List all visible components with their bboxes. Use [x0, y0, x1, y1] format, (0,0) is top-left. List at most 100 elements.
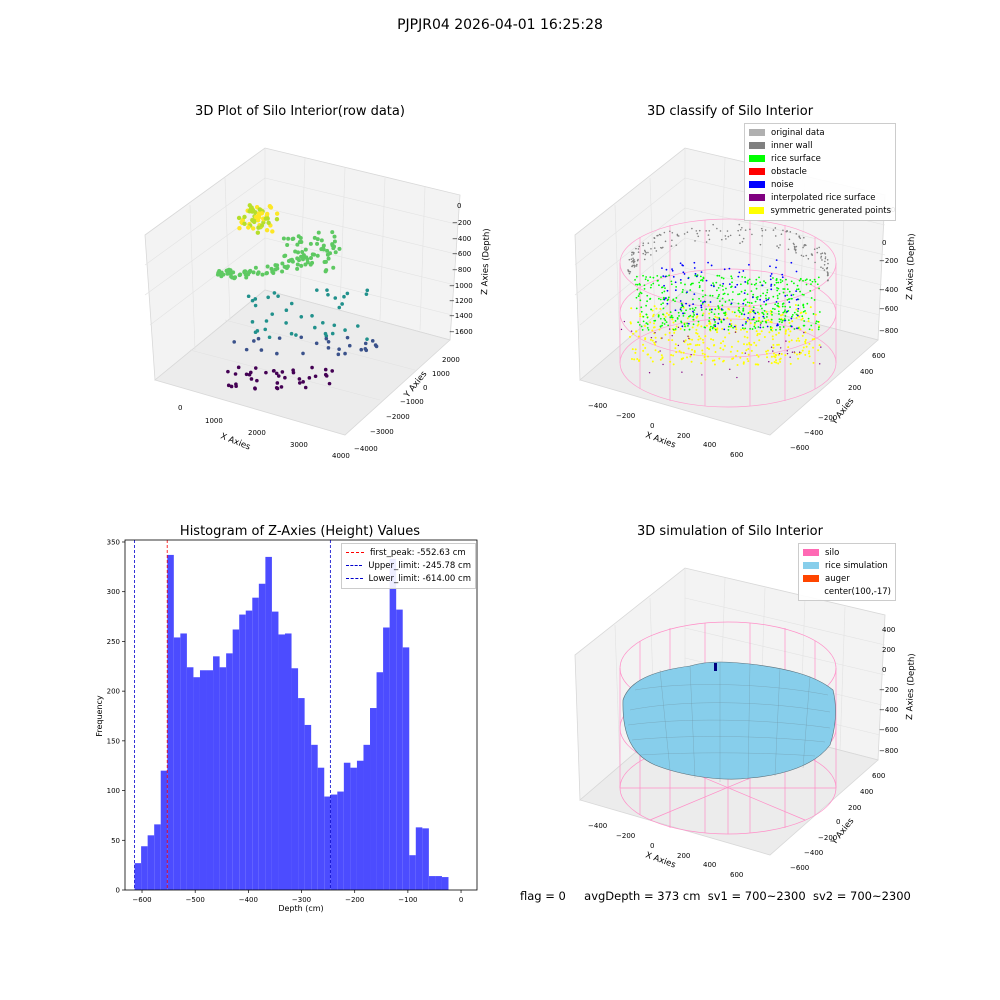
histogram-bar: [213, 656, 220, 890]
plot1-point: [259, 211, 265, 216]
plot2-point: [781, 273, 784, 276]
plot2-point: [728, 283, 731, 286]
plot2-point: [690, 360, 693, 363]
plot2-point: [768, 361, 770, 363]
plot2-point: [671, 339, 674, 342]
plot2-point: [679, 308, 682, 311]
plot2-point: [744, 352, 746, 354]
plot2-point: [665, 268, 668, 271]
plot2-point: [689, 355, 692, 358]
plot2-point: [820, 346, 822, 348]
plot2-point: [754, 312, 757, 315]
plot2-point: [786, 288, 789, 291]
plot1-point: [243, 272, 248, 277]
plot2-point: [736, 363, 739, 366]
plot1-point: [303, 385, 308, 390]
plot2-point: [649, 338, 652, 341]
plot2-point: [778, 320, 781, 323]
plot2-point: [737, 229, 739, 232]
plot1-point: [249, 377, 254, 381]
plot2-point: [781, 280, 784, 282]
plot2-point: [737, 309, 740, 312]
plot2-point: [639, 284, 641, 286]
plot2-point: [777, 246, 780, 249]
plot2-point: [759, 281, 762, 284]
plot2-point: [724, 314, 727, 317]
plot1-point: [270, 269, 275, 274]
histogram-ytick-label: 200: [107, 688, 120, 696]
plot2-point: [659, 298, 662, 301]
plot1-point: [364, 292, 369, 296]
plot2-xtick: 400: [703, 441, 716, 449]
plot2-point: [701, 352, 704, 355]
plot2-point: [682, 351, 685, 354]
histogram-ylabel: Frequency: [95, 695, 104, 737]
plot2-point: [688, 315, 690, 318]
plot2-point: [643, 287, 646, 290]
plot4-ztick: 400: [882, 626, 895, 634]
plot2-point: [630, 358, 633, 361]
plot2-point: [661, 324, 663, 327]
plot2-legend-swatch: [749, 155, 765, 162]
plot2-point: [760, 330, 763, 333]
plot1-point: [314, 341, 319, 346]
histogram-bar: [226, 653, 233, 890]
plot2-point: [722, 348, 725, 351]
plot2-point: [812, 313, 815, 315]
plot2-point: [775, 281, 778, 284]
plot2-ytick: 400: [860, 368, 873, 376]
plot2-point: [662, 363, 664, 366]
plot2-point: [675, 286, 678, 288]
plot2-point: [633, 258, 635, 261]
plot2-point: [643, 284, 646, 287]
plot1-point: [253, 210, 258, 215]
plot2-point: [636, 283, 639, 286]
plot2-point: [758, 312, 761, 315]
plot2-point: [710, 338, 713, 341]
plot2-point: [751, 233, 753, 236]
plot1-point: [289, 331, 294, 336]
plot4-xtick: −200: [616, 832, 635, 840]
plot2-point: [795, 316, 798, 319]
plot2-point: [708, 230, 711, 232]
plot1-ztick: 0: [457, 202, 461, 210]
plot2-point: [770, 362, 773, 365]
histogram-bar: [441, 877, 449, 890]
plot2-point: [659, 350, 661, 352]
plot1-point: [275, 381, 280, 385]
plot2-point: [765, 299, 768, 302]
plot2-point: [696, 343, 699, 346]
plot2-point: [701, 349, 704, 352]
plot2-point: [657, 315, 660, 318]
plot2-legend-swatch: [749, 194, 765, 201]
histogram-yticks: 0 50 100 150 200 250 300 350: [107, 538, 125, 895]
plot2-point: [784, 305, 787, 308]
plot1-point: [279, 385, 284, 389]
plot1-xtick: 0: [178, 404, 182, 412]
plot2-point: [750, 308, 753, 311]
plot2-point: [727, 235, 730, 238]
plot2-point: [801, 293, 804, 296]
plot2-legend-item: obstacle: [749, 165, 891, 178]
plot2-point: [661, 286, 664, 289]
plot2-point: [758, 339, 761, 342]
plot2-point: [679, 327, 682, 330]
plot2-point: [675, 351, 678, 354]
plot2-point: [628, 258, 631, 261]
plot2-point: [687, 335, 689, 337]
plot2-point: [770, 288, 773, 291]
plot1-ztick: −800: [452, 266, 471, 274]
plot2-point: [713, 363, 716, 366]
plot1-point: [277, 336, 282, 340]
plot2-point: [709, 327, 712, 330]
plot2-point: [787, 248, 790, 251]
plot1-xtick: 1000: [205, 417, 223, 425]
plot1-point: [266, 295, 270, 300]
plot2-point: [781, 303, 784, 305]
plot1-point: [263, 216, 269, 221]
plot2-point: [686, 343, 689, 346]
plot1-ytick: 0: [423, 384, 427, 392]
plot2-point: [808, 328, 811, 331]
plot2-point: [784, 315, 787, 317]
plot2-point: [775, 359, 778, 362]
